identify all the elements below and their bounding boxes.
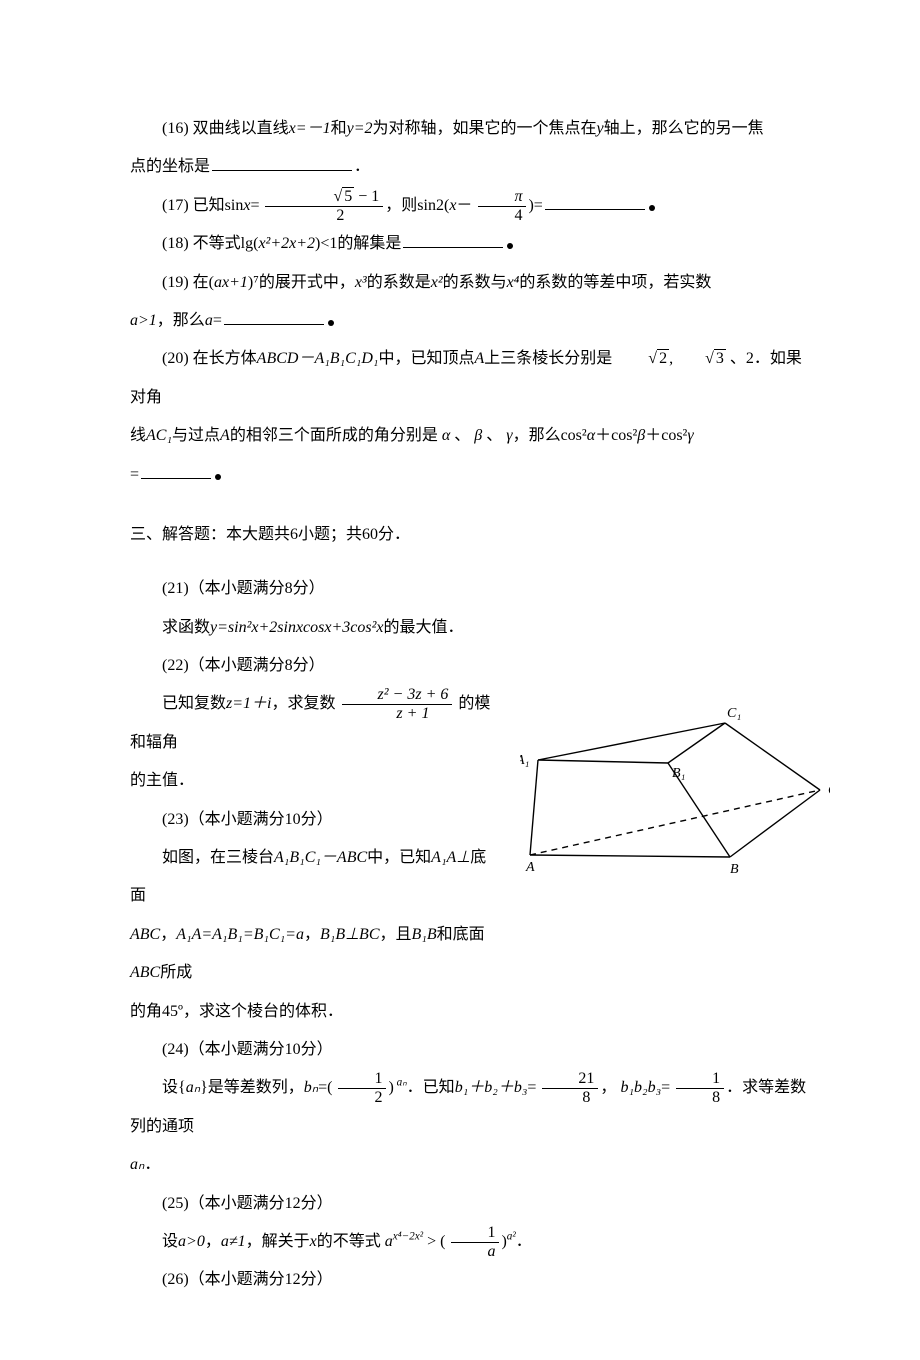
question-24-body: 设{aₙ}是等差数列，bₙ=( 1 2 ) aₙ．已知b₁＋b₂＋b₃= 21 … (130, 1069, 810, 1146)
sqrt: √2 (616, 340, 669, 378)
fraction: √5 − 1 2 (265, 189, 383, 224)
fraction: 21 8 (542, 1071, 598, 1106)
fraction: 1 a (451, 1225, 499, 1260)
q20-num: (20) (162, 350, 189, 367)
q17-num: (17) (162, 197, 189, 214)
period-icon (215, 474, 221, 480)
period-icon (507, 243, 513, 249)
question-24-body2: aₙ． (130, 1146, 810, 1184)
period-icon (328, 320, 334, 326)
question-20-line2: 线AC₁与过点A的相邻三个面所成的角分别是 α 、 β 、 γ，那么cos²α＋… (130, 417, 810, 455)
question-23-body3: 的角45º，求这个棱台的体积． (130, 993, 810, 1031)
question-17: (17) 已知sinx= √5 − 1 2 ，则sin2(x－ π 4 )= (130, 187, 810, 225)
section-3-title: 三、解答题：本大题共6小题；共60分． (130, 516, 810, 554)
svg-text:A₁: A₁ (520, 753, 529, 768)
blank-fill (224, 308, 324, 325)
fraction: 1 2 (338, 1071, 386, 1106)
question-22-head: (22)（本小题满分8分） (130, 647, 810, 685)
question-23-body: 如图，在三棱台A₁B₁C₁－ABC中，已知A₁A⊥底面 (130, 839, 500, 916)
question-25-head: (25)（本小题满分12分） (130, 1185, 810, 1223)
fraction: 1 8 (676, 1071, 724, 1106)
question-22-body: 已知复数z=1＋i，求复数 z² − 3z + 6 z + 1 的模和辐角 (130, 685, 500, 762)
question-19-line2: a>1，那么a= (130, 302, 810, 340)
question-19: (19) 在(ax+1)⁷的展开式中，x³的系数是x²的系数与x⁴的系数的等差中… (130, 264, 810, 302)
fraction: π 4 (478, 189, 526, 224)
blank-fill (212, 154, 352, 171)
blank-fill (403, 231, 503, 248)
question-18: (18) 不等式lg(x²+2x+2)<1的解集是 (130, 225, 810, 263)
question-20-line3: = (130, 456, 810, 494)
period-icon (649, 205, 655, 211)
question-16-line2: 点的坐标是． (130, 148, 810, 186)
q16-text: 双曲线以直线x=－1和y=2为对称轴，如果它的一个焦点在y轴上，那么它的另一焦 (193, 120, 764, 137)
blank-fill (141, 462, 211, 479)
question-23-head: (23)（本小题满分10分） (130, 801, 500, 839)
svg-text:B: B (730, 862, 739, 875)
question-20: (20) 在长方体ABCD－A₁B₁C₁D₁中，已知顶点A上三条棱长分别是 √2… (130, 340, 810, 417)
question-22-body2: 的主值． (130, 762, 500, 800)
question-21-head: (21)（本小题满分8分） (130, 570, 810, 608)
svg-text:A: A (525, 860, 535, 875)
question-23-body2: ABC，A₁A=A₁B₁=B₁C₁=a，B₁B⊥BC，且B₁B和底面ABC所成 (130, 916, 500, 993)
fraction: z² − 3z + 6 z + 1 (342, 687, 453, 722)
q16-num: (16) (162, 120, 189, 137)
blank-fill (545, 193, 645, 210)
svg-text:C: C (828, 783, 830, 798)
question-25-body: 设a>0，a≠1，解关于x的不等式 ax⁴−2x² > ( 1 a )a²． (130, 1223, 810, 1261)
svg-text:B₁: B₁ (672, 766, 685, 781)
q19-num: (19) (162, 274, 189, 291)
frustum-figure: A B C A₁ B₁ C₁ (520, 705, 830, 875)
q18-num: (18) (162, 235, 189, 252)
question-24-head: (24)（本小题满分10分） (130, 1031, 810, 1069)
sqrt: √3 (673, 340, 726, 378)
question-26-head: (26)（本小题满分12分） (130, 1261, 810, 1299)
question-21-body: 求函数y=sin²x+2sinxcosx+3cos²x的最大值． (130, 609, 810, 647)
svg-text:C₁: C₁ (727, 706, 741, 721)
question-16: (16) 双曲线以直线x=－1和y=2为对称轴，如果它的一个焦点在y轴上，那么它… (130, 110, 810, 148)
